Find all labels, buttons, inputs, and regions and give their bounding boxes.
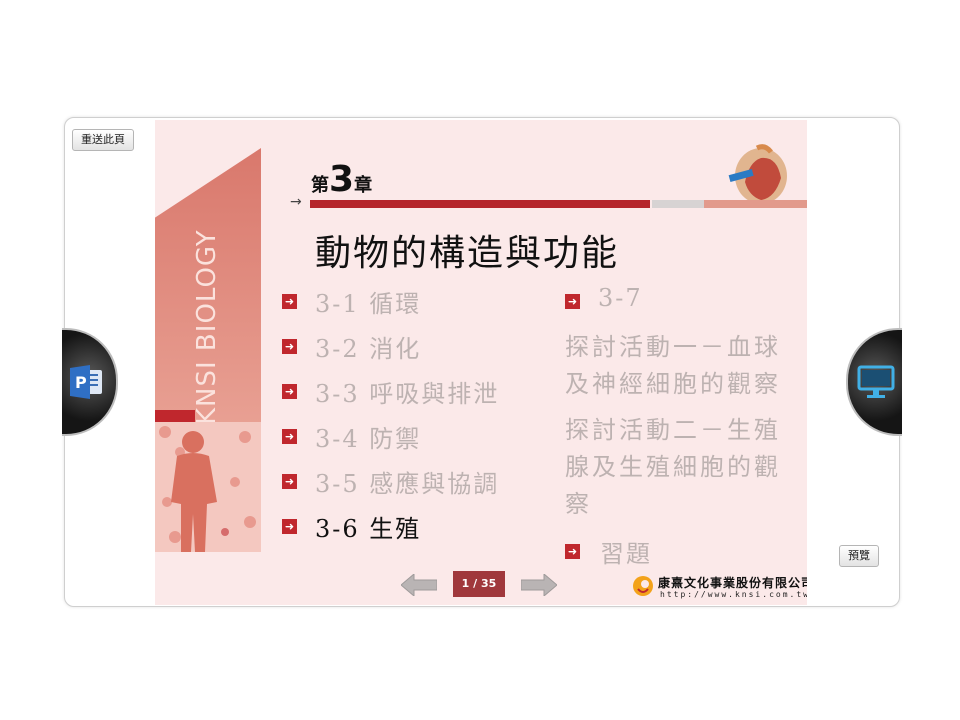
activity-two-line3[interactable]: 察 [565, 490, 592, 518]
chapter-heading: 第3章 [311, 162, 373, 198]
page-indicator: 1 / 35 [453, 571, 505, 597]
publisher-url: http://www.knsi.com.tw [660, 590, 807, 599]
section-link-3-1[interactable]: 3-1 循環 [315, 290, 422, 318]
chapter-number: 3 [329, 159, 355, 200]
chapter-bar-gray [652, 200, 704, 208]
publisher-name: 康熹文化事業股份有限公司 [658, 576, 807, 590]
brand-vertical-text: KNSI BIOLOGY [192, 229, 222, 425]
chapter-bar-red [310, 200, 650, 208]
powerpoint-icon: P [70, 365, 102, 399]
slide-title: 動物的構造與功能 [315, 233, 620, 274]
bullet-arrow-icon: ➜ [282, 429, 297, 444]
bullet-arrow-icon: ➜ [565, 294, 580, 309]
section-link-3-3[interactable]: 3-3 呼吸與排泄 [315, 380, 500, 408]
activity-two-line2[interactable]: 腺及生殖細胞的觀 [565, 453, 781, 481]
next-page-arrow-icon[interactable] [521, 574, 557, 596]
chapter-suffix: 章 [354, 175, 373, 196]
section-link-3-5[interactable]: 3-5 感應與協調 [315, 470, 500, 498]
slide-canvas: KNSI BIOLOGY → 第3章 動物的構造與功能 ➜ 3-1 循環 ➜ 3… [155, 120, 807, 605]
heart-illustration-icon [728, 144, 787, 204]
band-accent-line [155, 410, 195, 422]
chapter-prefix: 第 [311, 175, 329, 196]
section-link-3-7[interactable]: 3-7 [598, 284, 643, 312]
bullet-arrow-icon: ➜ [282, 294, 297, 309]
monitor-icon [857, 365, 895, 398]
human-figure-icon [159, 426, 256, 552]
bullet-arrow-icon: ➜ [282, 519, 297, 534]
bullet-arrow-icon: ➜ [565, 544, 580, 559]
preview-button[interactable]: 預覽 [839, 545, 879, 567]
activity-one-line1[interactable]: 探討活動一－血球 [565, 333, 781, 361]
publisher-logo-icon [633, 576, 653, 596]
svg-text:P: P [75, 373, 87, 392]
chapter-arrow-icon: → [290, 194, 302, 210]
section-link-3-2[interactable]: 3-2 消化 [315, 335, 422, 363]
chapter-bar-pink [704, 200, 807, 208]
exercise-link[interactable]: 習題 [600, 540, 652, 568]
bullet-arrow-icon: ➜ [282, 384, 297, 399]
section-link-3-6[interactable]: 3-6 生殖 [315, 515, 422, 543]
human-body-image [155, 422, 261, 552]
activity-one-line2[interactable]: 及神經細胞的觀察 [565, 370, 781, 398]
previous-page-arrow-icon[interactable] [401, 574, 437, 596]
bullet-arrow-icon: ➜ [282, 339, 297, 354]
activity-two-line1[interactable]: 探討活動二－生殖 [565, 416, 781, 444]
reload-page-button[interactable]: 重送此頁 [72, 129, 134, 151]
bullet-arrow-icon: ➜ [282, 474, 297, 489]
section-link-3-4[interactable]: 3-4 防禦 [315, 425, 422, 453]
